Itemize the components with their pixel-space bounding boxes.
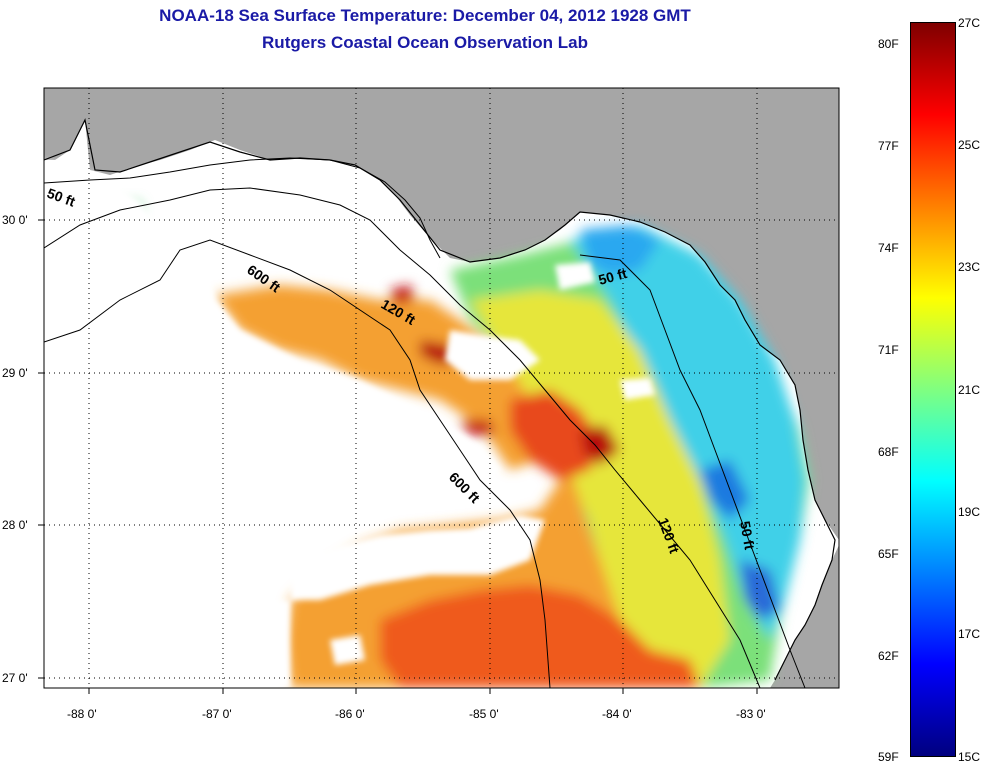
contour-label-50ft-north: 50 ft: [597, 265, 629, 288]
lon-label-84: -84 0': [602, 707, 632, 721]
colorbar-label-15c: 15C: [958, 750, 981, 764]
colorbar-label-17c: 17C: [958, 627, 981, 641]
axis-ticks: [38, 219, 758, 694]
colorbar: [910, 22, 956, 757]
colorbar-label-25c: 25C: [958, 138, 981, 152]
colorbar-label-21c: 21C: [958, 383, 981, 397]
lon-label-87: -87 0': [202, 707, 232, 721]
colorbar-label-23c: 23C: [958, 260, 981, 274]
colorbar-label-62f: 62F: [878, 649, 899, 663]
lat-label-30: 30 0': [2, 213, 28, 227]
lat-label-27: 27 0': [2, 671, 28, 685]
colorbar-label-74f: 74F: [878, 241, 899, 255]
lon-label-85: -85 0': [469, 707, 499, 721]
colorbar-label-59f: 59F: [878, 750, 899, 764]
land-panhandle: [44, 88, 839, 540]
colorbar-label-71f: 71F: [878, 343, 899, 357]
contour-label-50ft-south: 50 ft: [737, 520, 758, 551]
colorbar-label-80f: 80F: [878, 37, 899, 51]
lon-label-83: -83 0': [736, 707, 766, 721]
lat-label-29: 29 0': [2, 366, 28, 380]
sst-data-field: [108, 202, 810, 688]
lat-label-28: 28 0': [2, 518, 28, 532]
map-subtitle: Rutgers Coastal Ocean Observation Lab: [262, 33, 588, 52]
colorbar-label-65f: 65F: [878, 547, 899, 561]
colorbar-label-27c: 27C: [958, 16, 981, 30]
colorbar-label-77f: 77F: [878, 139, 899, 153]
lon-label-86: -86 0': [335, 707, 365, 721]
cloud-gaps: [44, 160, 655, 688]
map-title: NOAA-18 Sea Surface Temperature: Decembe…: [159, 6, 691, 25]
lat-lon-grid: [44, 88, 839, 688]
colorbar-label-68f: 68F: [878, 445, 899, 459]
coastline: [44, 118, 836, 681]
lon-label-88: -88 0': [67, 707, 97, 721]
colorbar-label-19c: 19C: [958, 505, 981, 519]
